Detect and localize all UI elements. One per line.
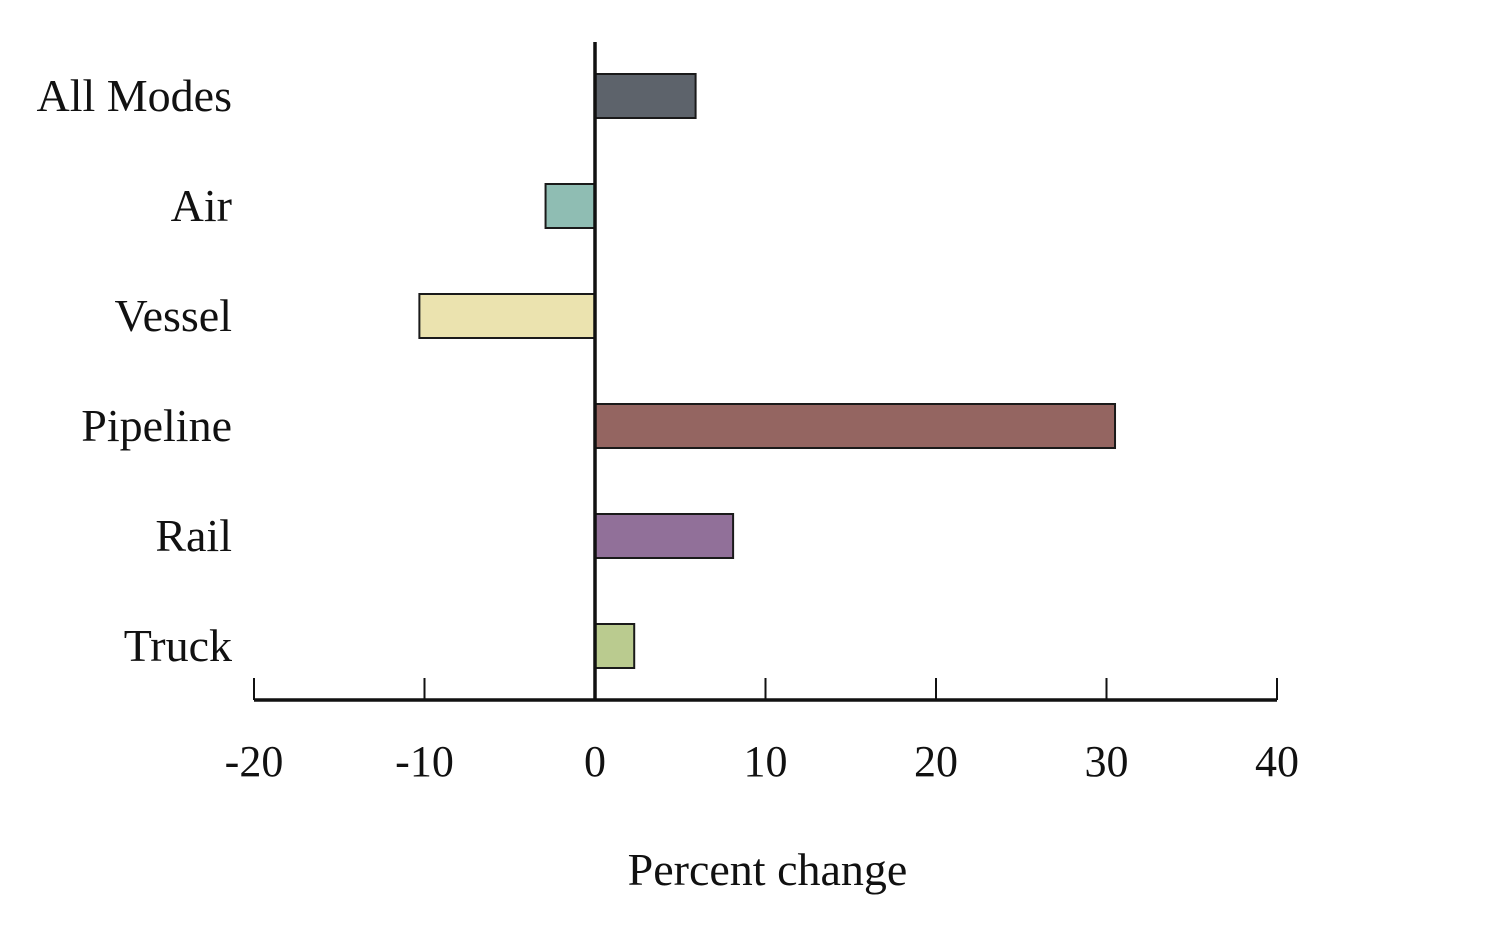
- x-tick-label: 40: [1255, 737, 1299, 786]
- category-label-rail: Rail: [155, 510, 232, 561]
- x-tick-label: -10: [395, 737, 454, 786]
- x-tick-label: 20: [914, 737, 958, 786]
- bar-truck: [594, 623, 636, 669]
- category-label-vessel: Vessel: [114, 290, 232, 341]
- bar-pipeline: [594, 403, 1117, 449]
- bar-rail: [594, 513, 735, 559]
- bars-group: [418, 73, 1117, 669]
- category-label-pipeline: Pipeline: [81, 400, 232, 451]
- x-tick-label: 30: [1085, 737, 1129, 786]
- bar-air: [544, 183, 596, 229]
- category-label-air: Air: [171, 180, 232, 231]
- x-axis-ticks: [253, 678, 1278, 700]
- bar-all-modes: [594, 73, 697, 119]
- category-label-truck: Truck: [124, 620, 232, 671]
- category-label-all-modes: All Modes: [37, 70, 233, 121]
- x-axis-title: Percent change: [628, 844, 908, 895]
- x-axis-tick-labels: -20 -10 0 10 20 30 40: [225, 737, 1299, 786]
- bar-vessel: [418, 293, 597, 339]
- x-tick-label: 0: [584, 737, 606, 786]
- x-tick-label: 10: [744, 737, 788, 786]
- category-labels: All Modes Air Vessel Pipeline Rail Truck: [37, 70, 233, 671]
- x-tick-label: -20: [225, 737, 284, 786]
